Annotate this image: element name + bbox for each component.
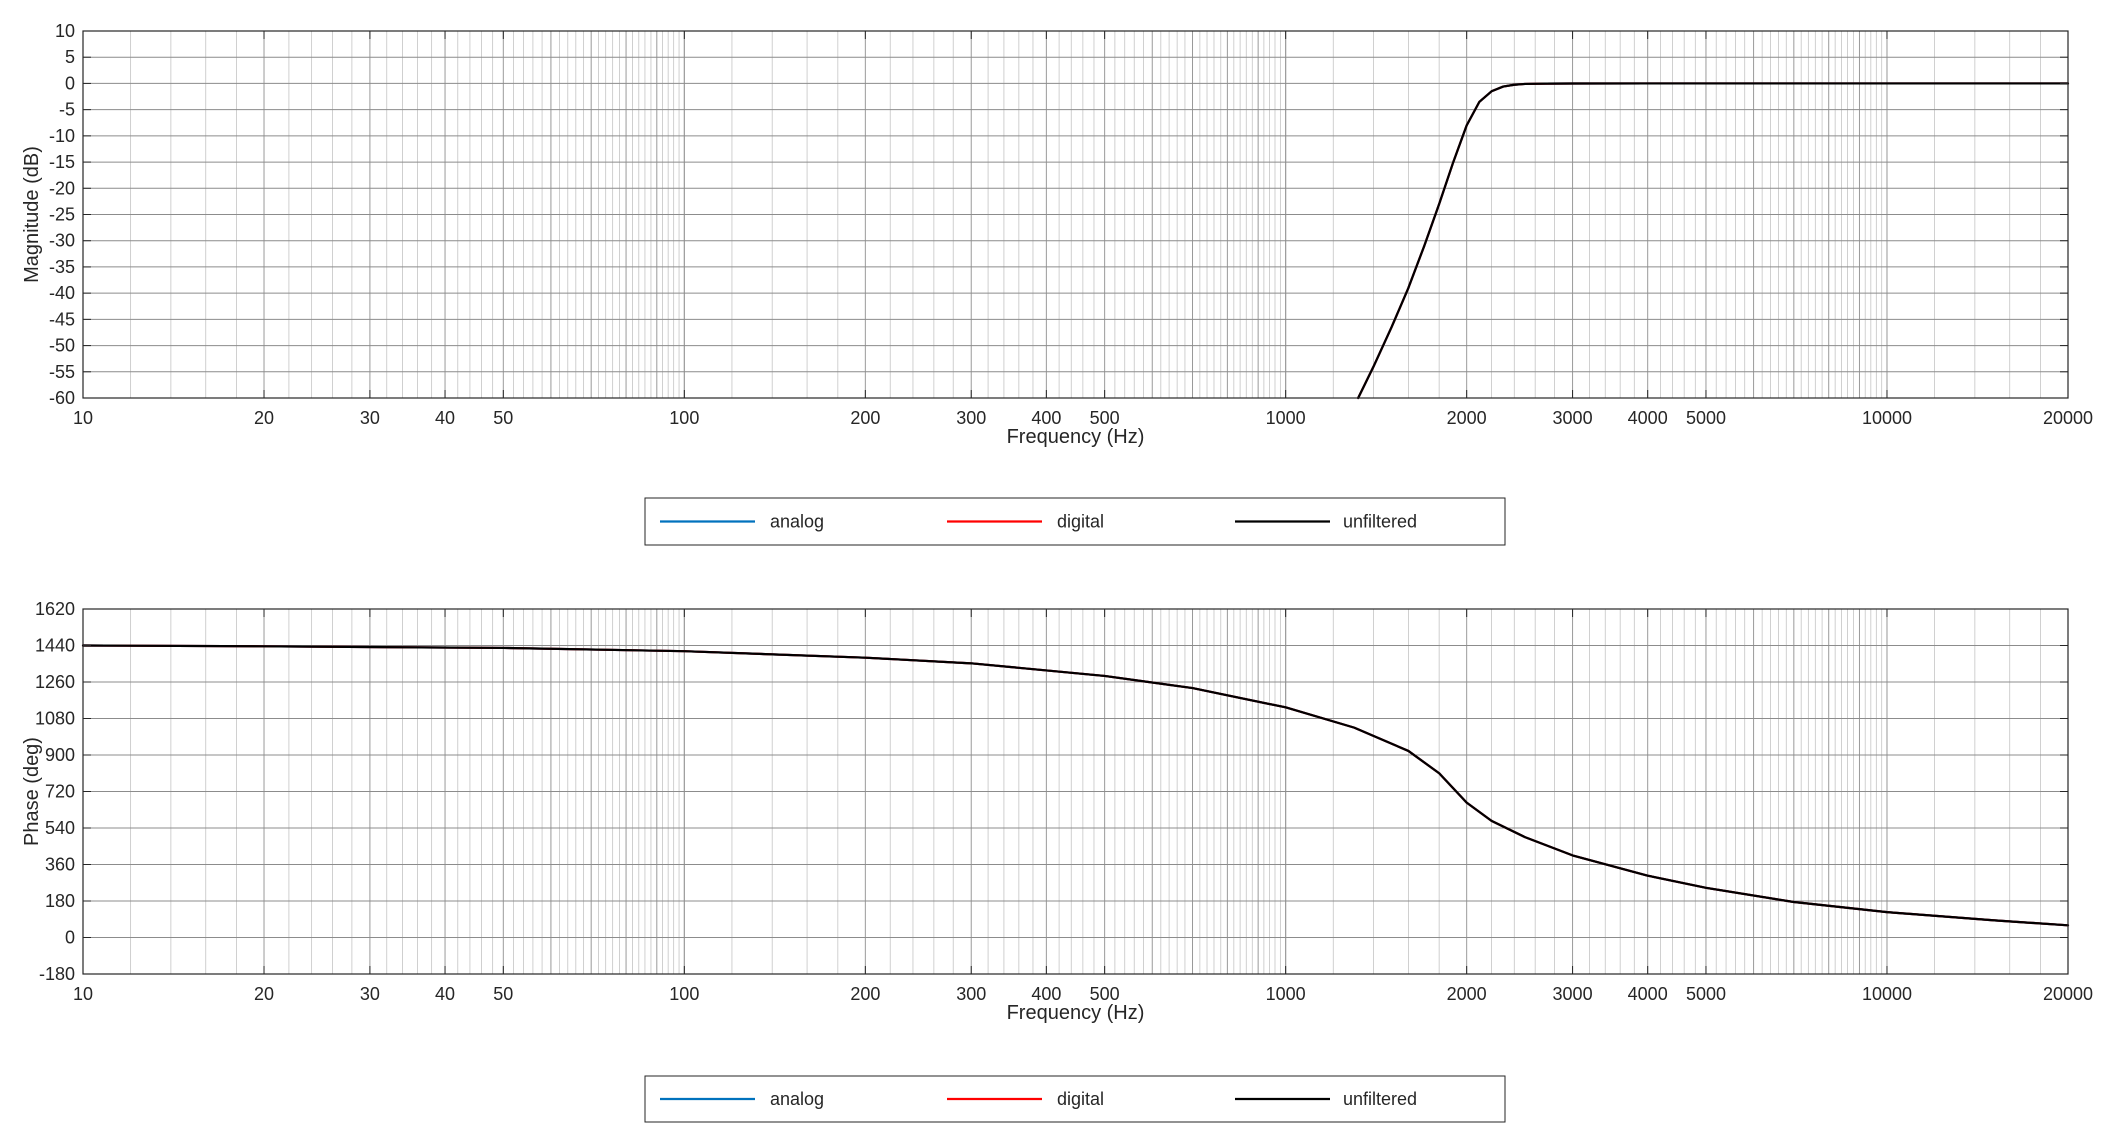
phase-legend-label-digital: digital: [1057, 1089, 1104, 1109]
phase-x-tick-label: 30: [360, 984, 380, 1004]
phase-legend-box: [644, 1075, 1506, 1123]
magnitude-y-tick-label: -60: [49, 388, 75, 408]
phase-legend[interactable]: analog digital unfiltered: [644, 1075, 1506, 1123]
phase-x-tick-label: 1000: [1266, 984, 1306, 1004]
phase-y-tick-label: 1620: [35, 599, 75, 619]
magnitude-x-tick-label: 2000: [1447, 408, 1487, 428]
phase-y-tick-label: 540: [45, 818, 75, 838]
phase-x-tick-label: 20000: [2043, 984, 2093, 1004]
magnitude-x-tick-label: 100: [669, 408, 699, 428]
phase-x-tick-label: 10: [73, 984, 93, 1004]
magnitude-y-tick-label: -10: [49, 126, 75, 146]
phase-legend-item-analog[interactable]: analog: [660, 1089, 824, 1109]
magnitude-x-tick-label: 30: [360, 408, 380, 428]
phase-x-tick-label: 10000: [1862, 984, 1912, 1004]
phase-x-tick-label: 4000: [1628, 984, 1668, 1004]
phase-x-tick-label: 40: [435, 984, 455, 1004]
magnitude-legend-label-analog: analog: [770, 512, 824, 532]
magnitude-y-tick-label: -5: [59, 100, 75, 120]
magnitude-x-tick-label: 5000: [1686, 408, 1726, 428]
phase-y-tick-label: 1080: [35, 709, 75, 729]
magnitude-panel: -60-55-50-45-40-35-30-25-20-15-10-505101…: [21, 21, 2093, 546]
phase-series: [81, 644, 2070, 927]
magnitude-legend-item-unfiltered[interactable]: unfiltered: [1235, 512, 1417, 532]
magnitude-legend-box: [644, 497, 1506, 546]
magnitude-x-axis-label: Frequency (Hz): [1007, 426, 1145, 448]
magnitude-legend[interactable]: analog digital unfiltered: [644, 497, 1506, 546]
magnitude-y-tick-label: -15: [49, 152, 75, 172]
magnitude-y-tick-label: -25: [49, 205, 75, 225]
phase-x-tick-label: 400: [1031, 984, 1061, 1004]
magnitude-x-tick-label: 20000: [2043, 408, 2093, 428]
phase-x-tick-label: 3000: [1553, 984, 1593, 1004]
phase-y-tick-label: 720: [45, 782, 75, 802]
magnitude-y-axis-label: Magnitude (dB): [21, 146, 43, 283]
phase-x-tick-label: 200: [850, 984, 880, 1004]
magnitude-ticks: -60-55-50-45-40-35-30-25-20-15-10-505101…: [49, 21, 2093, 428]
magnitude-y-tick-label: -45: [49, 309, 75, 329]
magnitude-x-tick-label: 300: [956, 408, 986, 428]
phase-x-tick-label: 20: [254, 984, 274, 1004]
phase-x-tick-label: 500: [1090, 984, 1120, 1004]
magnitude-x-tick-label: 200: [850, 408, 880, 428]
magnitude-x-tick-label: 20: [254, 408, 274, 428]
magnitude-legend-item-analog[interactable]: analog: [660, 512, 824, 532]
phase-legend-label-unfiltered: unfiltered: [1343, 1089, 1417, 1109]
phase-y-tick-label: 1260: [35, 672, 75, 692]
magnitude-x-tick-label: 1000: [1266, 408, 1306, 428]
magnitude-x-tick-label: 10000: [1862, 408, 1912, 428]
magnitude-y-tick-label: 0: [65, 73, 75, 93]
magnitude-y-tick-label: 5: [65, 47, 75, 67]
magnitude-legend-item-digital[interactable]: digital: [947, 512, 1104, 532]
phase-grid: [82, 608, 2069, 975]
magnitude-legend-label-unfiltered: unfiltered: [1343, 512, 1417, 532]
magnitude-x-tick-label: 3000: [1553, 408, 1593, 428]
phase-legend-label-analog: analog: [770, 1089, 824, 1109]
magnitude-y-tick-label: 10: [55, 21, 75, 41]
magnitude-series: [1357, 82, 2070, 400]
phase-x-tick-label: 5000: [1686, 984, 1726, 1004]
phase-y-tick-label: -180: [39, 964, 75, 984]
phase-legend-item-digital[interactable]: digital: [947, 1089, 1104, 1109]
phase-y-tick-label: 180: [45, 891, 75, 911]
magnitude-grid: [82, 30, 2069, 399]
phase-x-tick-label: 300: [956, 984, 986, 1004]
magnitude-y-tick-label: -40: [49, 283, 75, 303]
phase-y-tick-label: 0: [65, 928, 75, 948]
phase-y-axis-label: Phase (deg): [21, 737, 43, 846]
magnitude-x-tick-label: 40: [435, 408, 455, 428]
phase-x-tick-label: 100: [669, 984, 699, 1004]
magnitude-y-tick-label: -30: [49, 231, 75, 251]
phase-x-tick-label: 50: [493, 984, 513, 1004]
magnitude-legend-label-digital: digital: [1057, 512, 1104, 532]
magnitude-y-tick-label: -50: [49, 336, 75, 356]
magnitude-series-line-unfiltered: [1357, 82, 2070, 400]
phase-y-tick-label: 900: [45, 745, 75, 765]
magnitude-y-tick-label: -55: [49, 362, 75, 382]
phase-series-line-unfiltered: [81, 644, 2070, 927]
phase-ticks: -180 0 180 360 540 720 900 1080 1260 1440 1620 10 20…: [35, 599, 2093, 1004]
magnitude-y-tick-label: -20: [49, 178, 75, 198]
phase-y-tick-label: 360: [45, 855, 75, 875]
phase-x-tick-label: 2000: [1447, 984, 1487, 1004]
magnitude-x-tick-label: 4000: [1628, 408, 1668, 428]
magnitude-x-tick-label: 400: [1031, 408, 1061, 428]
magnitude-x-tick-label: 500: [1090, 408, 1120, 428]
phase-legend-item-unfiltered[interactable]: unfiltered: [1235, 1089, 1417, 1109]
magnitude-y-tick-label: -35: [49, 257, 75, 277]
magnitude-x-tick-label: 10: [73, 408, 93, 428]
magnitude-x-tick-label: 50: [493, 408, 513, 428]
phase-x-axis-label: Frequency (Hz): [1007, 1002, 1145, 1024]
phase-y-tick-label: 1440: [35, 636, 75, 656]
phase-panel: -180 0 180 360 540 720 900 1080 1260 1440 1620 10 20…: [21, 599, 2093, 1123]
